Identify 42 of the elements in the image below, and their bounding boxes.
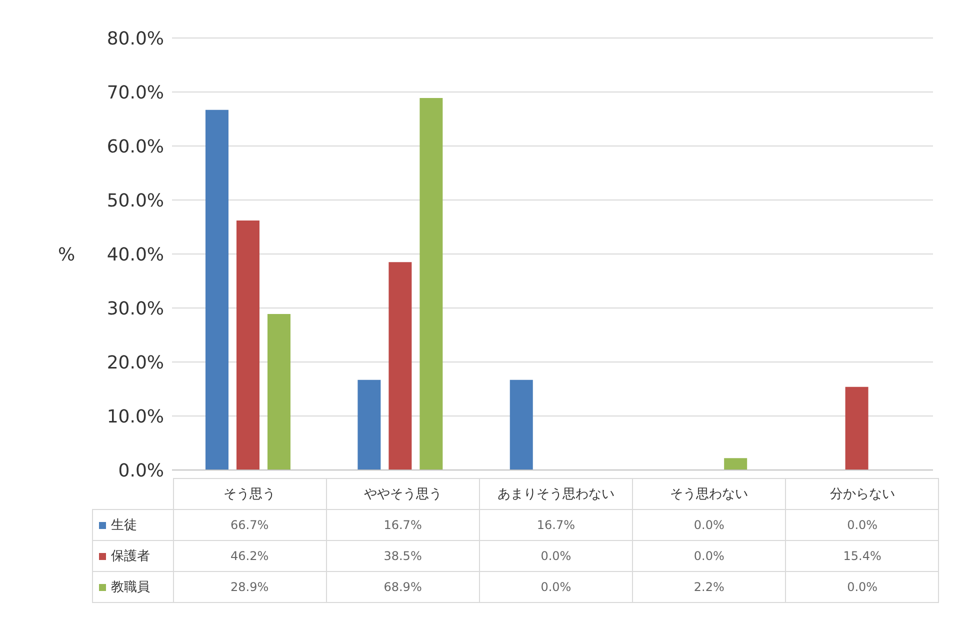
y-axis-title: %	[58, 244, 76, 266]
bar	[205, 110, 228, 470]
data-label: 0.0%	[632, 510, 786, 540]
y-tick-label: 0.0%	[118, 460, 164, 482]
data-label: 16.7%	[326, 510, 480, 540]
bar	[845, 386, 868, 470]
bar	[510, 380, 533, 470]
data-label: 16.7%	[479, 510, 633, 540]
x-tick-label: あまりそう思わない	[479, 478, 633, 510]
data-label: 2.2%	[632, 572, 786, 602]
bar	[358, 380, 381, 470]
x-tick-label: そう思う	[173, 478, 326, 510]
legend-label: 保護者	[92, 540, 173, 572]
data-label: 68.9%	[326, 572, 480, 602]
bar	[267, 314, 290, 470]
data-label: 0.0%	[786, 572, 939, 602]
data-label: 0.0%	[632, 540, 786, 572]
y-tick-label: 40.0%	[106, 244, 164, 266]
data-label: 0.0%	[479, 572, 633, 602]
x-tick-label: ややそう思う	[326, 478, 480, 510]
data-label: 28.9%	[173, 572, 326, 602]
legend-label: 教職員	[92, 572, 173, 602]
data-label: 66.7%	[173, 510, 326, 540]
y-tick-label: 30.0%	[106, 298, 164, 320]
data-label: 46.2%	[173, 540, 326, 572]
y-tick-label: 20.0%	[106, 352, 164, 374]
y-tick-label: 10.0%	[106, 406, 164, 428]
bar	[236, 220, 260, 470]
data-label: 0.0%	[786, 510, 939, 540]
x-tick-label: 分からない	[786, 478, 939, 510]
x-tick-label: そう思わない	[632, 478, 786, 510]
y-tick-label: 50.0%	[106, 190, 164, 212]
bar	[388, 262, 412, 470]
data-label: 15.4%	[786, 540, 939, 572]
legend-label: 生徒	[92, 510, 173, 540]
bar	[420, 98, 443, 470]
y-tick-label: 80.0%	[106, 28, 164, 50]
y-tick-label: 60.0%	[106, 136, 164, 158]
bar	[724, 458, 748, 470]
data-label: 38.5%	[326, 540, 480, 572]
data-label: 0.0%	[479, 540, 633, 572]
y-tick-label: 70.0%	[106, 82, 164, 104]
